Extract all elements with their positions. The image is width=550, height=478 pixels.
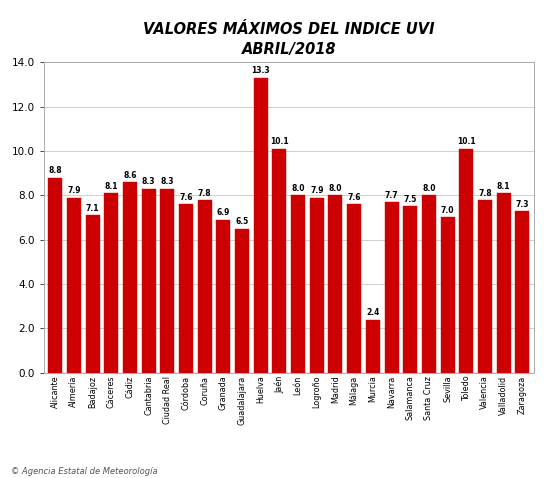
Bar [478,200,492,373]
Bar [216,220,230,373]
Bar [347,204,361,373]
Text: 7.3: 7.3 [515,200,529,208]
Bar [179,204,193,373]
Text: 7.0: 7.0 [441,206,454,215]
Bar [197,200,212,373]
Bar [441,217,454,373]
Text: 8.1: 8.1 [497,182,510,191]
Bar [515,211,529,373]
Text: 13.3: 13.3 [251,66,270,76]
Text: 7.6: 7.6 [348,193,361,202]
Text: 7.8: 7.8 [478,188,492,197]
Text: 6.9: 6.9 [217,208,230,217]
Bar [123,182,137,373]
Text: © Agencia Estatal de Meteorología: © Agencia Estatal de Meteorología [11,467,158,476]
Bar [67,197,81,373]
Bar [160,189,174,373]
Text: 2.4: 2.4 [366,308,379,317]
Text: 7.5: 7.5 [404,195,417,204]
Bar [422,196,436,373]
Text: 8.1: 8.1 [104,182,118,191]
Bar [366,320,380,373]
Text: 7.8: 7.8 [198,188,212,197]
Text: 8.8: 8.8 [48,166,62,175]
Bar [497,193,510,373]
Text: 6.5: 6.5 [235,217,249,227]
Bar [254,77,268,373]
Bar [235,228,249,373]
Text: 8.3: 8.3 [142,177,156,186]
Title: VALORES MÁXIMOS DEL INDICE UVI
ABRIL/2018: VALORES MÁXIMOS DEL INDICE UVI ABRIL/201… [143,22,434,57]
Bar [141,189,156,373]
Text: 7.9: 7.9 [310,186,323,196]
Text: 7.9: 7.9 [67,186,81,196]
Text: 7.6: 7.6 [179,193,192,202]
Bar [86,215,100,373]
Bar [291,196,305,373]
Text: 8.0: 8.0 [422,184,436,193]
Bar [403,206,417,373]
Bar [272,149,287,373]
Text: 10.1: 10.1 [270,138,289,146]
Text: 8.0: 8.0 [292,184,305,193]
Text: 8.0: 8.0 [329,184,342,193]
Bar [104,193,118,373]
Bar [459,149,473,373]
Text: 8.3: 8.3 [161,177,174,186]
Bar [384,202,399,373]
Text: 7.1: 7.1 [86,204,100,213]
Text: 10.1: 10.1 [457,138,476,146]
Bar [310,197,324,373]
Text: 8.6: 8.6 [123,171,137,180]
Bar [328,196,343,373]
Text: 7.7: 7.7 [384,191,398,200]
Bar [48,177,62,373]
